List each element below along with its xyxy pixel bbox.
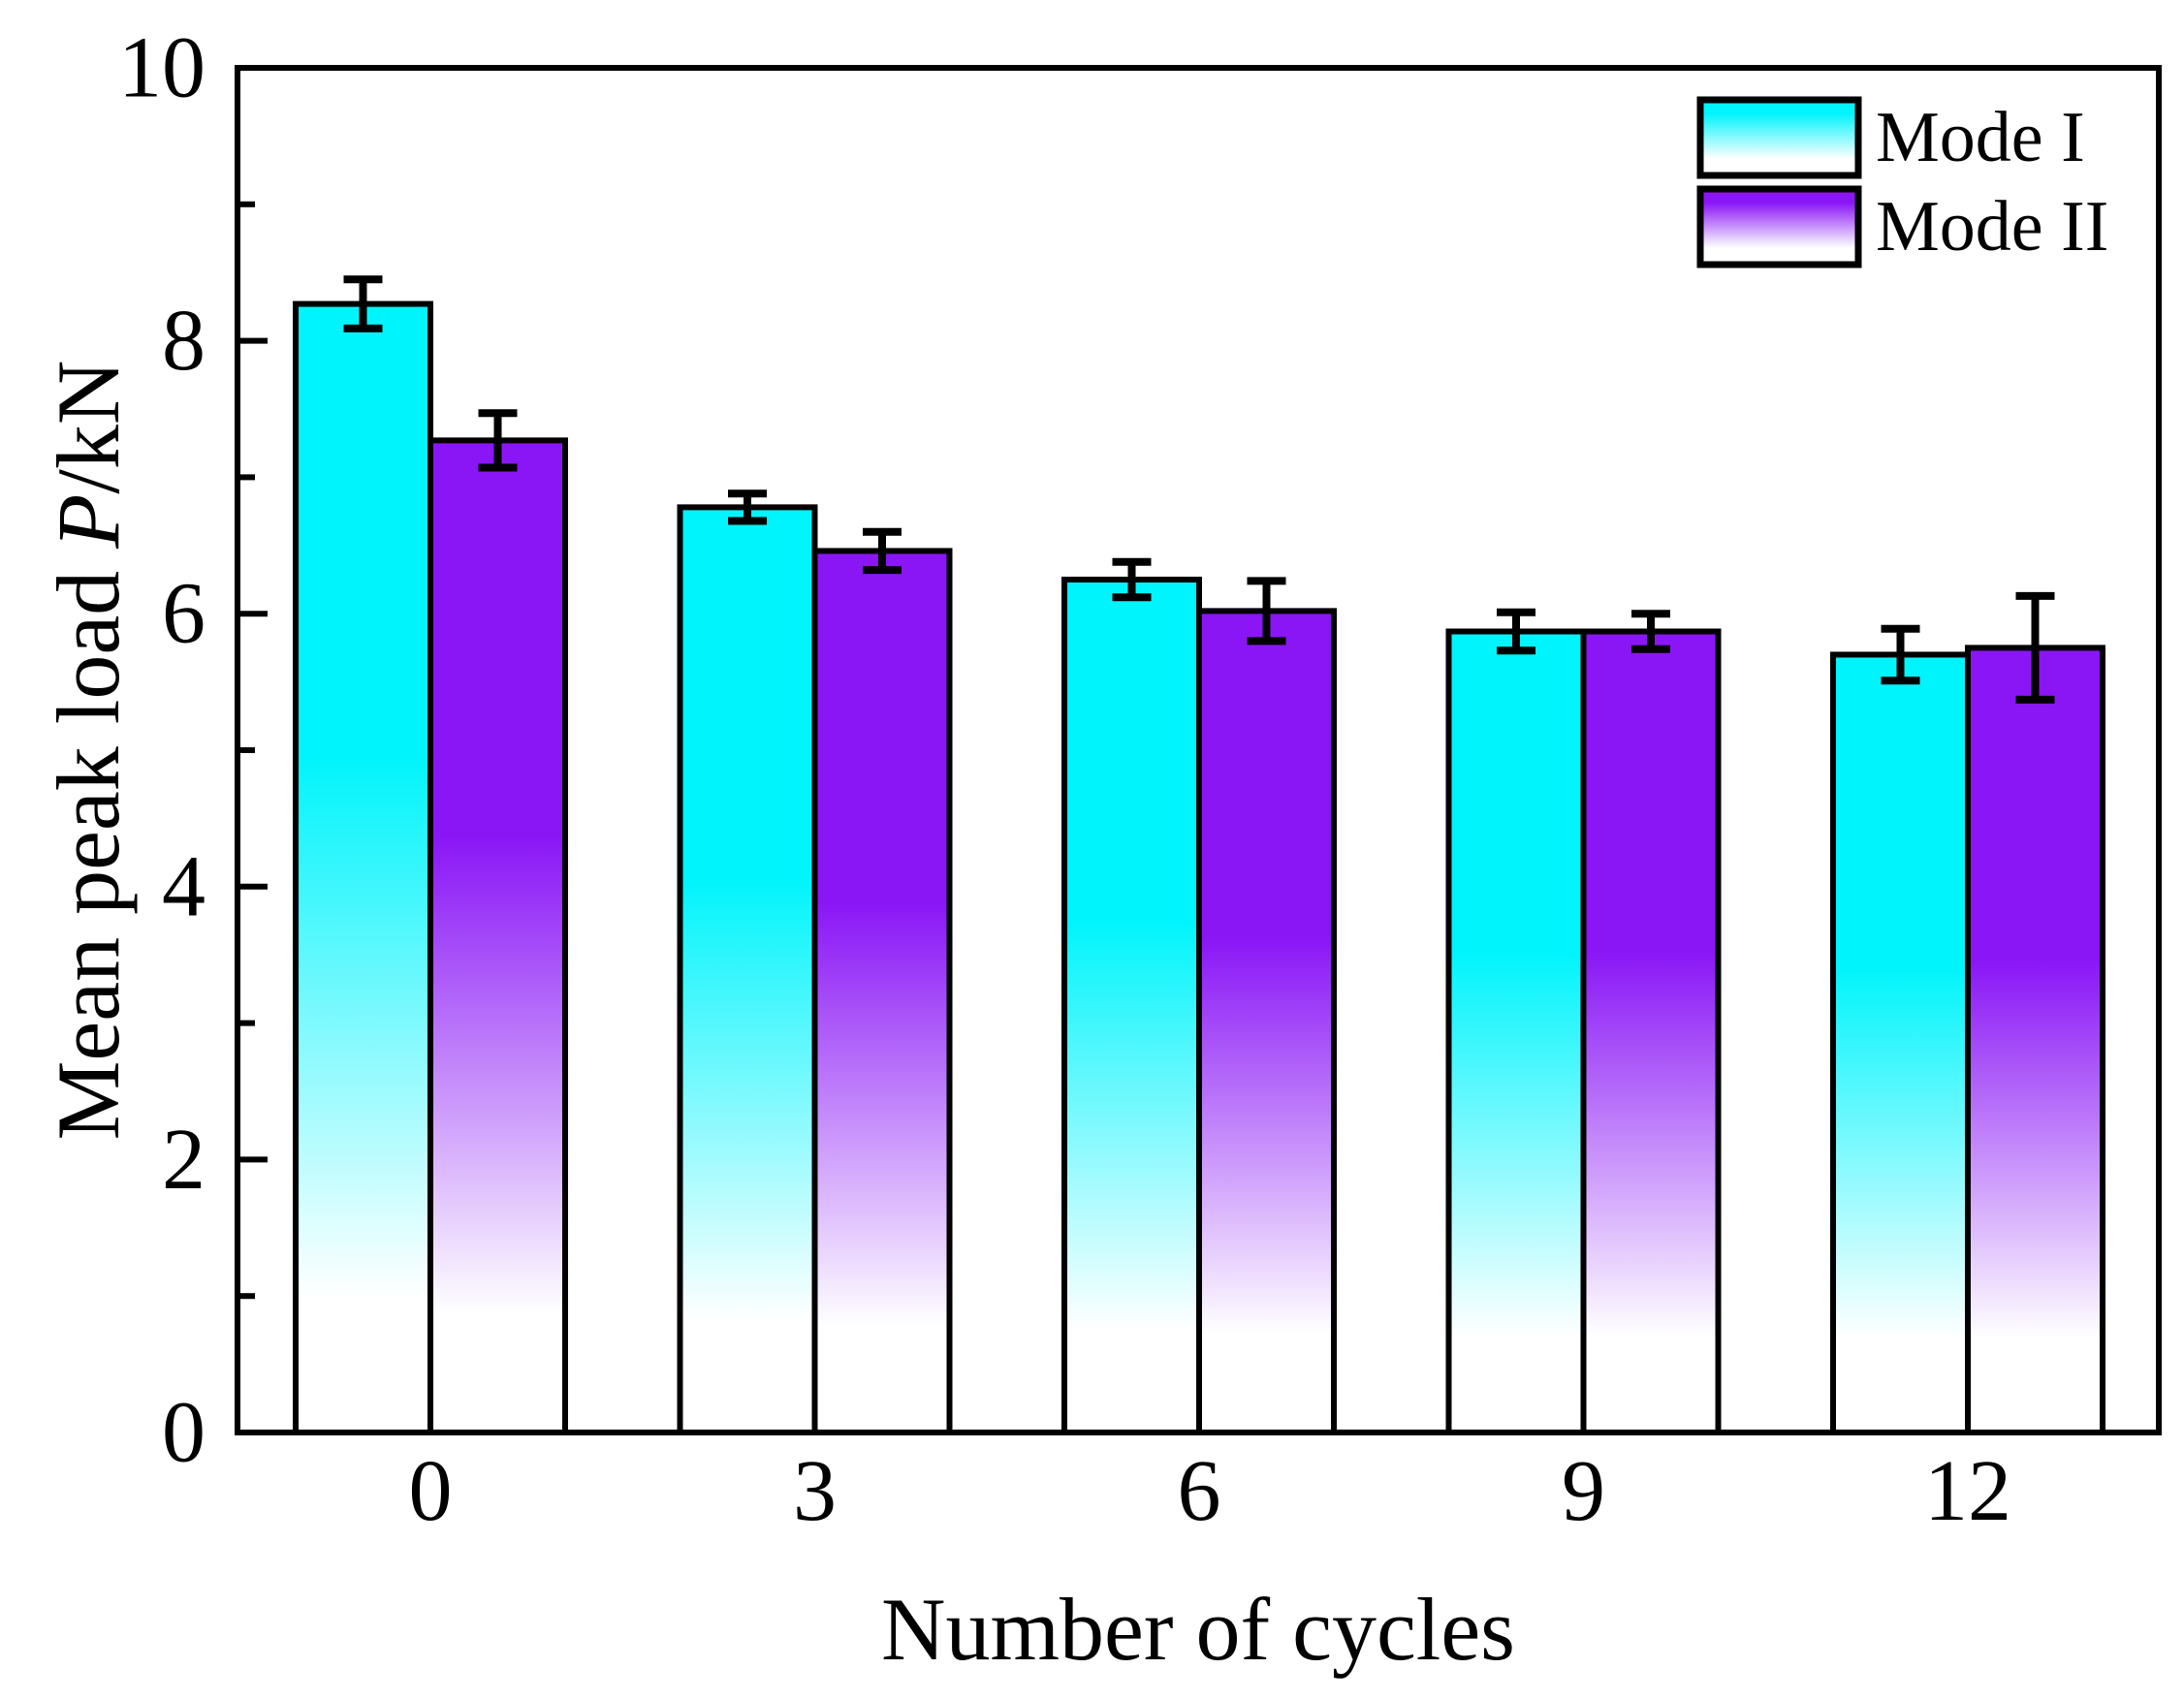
x-axis-title: Number of cycles — [881, 1580, 1515, 1679]
bar-mode-ii-cat-12 — [1965, 645, 2105, 1435]
error-bar-mode-ii-cat-3 — [863, 527, 902, 575]
x-tick-label-12: 12 — [1924, 1443, 2011, 1539]
legend-swatch-mode-ii — [1696, 185, 1862, 268]
error-bar-mode-i-cat-6 — [1112, 557, 1152, 602]
legend-label-mode-ii: Mode II — [1876, 187, 2108, 267]
y-tick-label-10: 10 — [118, 20, 206, 116]
y-axis-title-suffix: /kN — [39, 361, 138, 494]
plot-frame — [235, 65, 2162, 1435]
y-tick-labels: 0 2 4 6 8 10 — [118, 20, 206, 1481]
axis-ticks-layer — [240, 65, 268, 1435]
y-tick-label-2: 2 — [162, 1112, 206, 1208]
y-axis-title-prefix: Mean peak load — [39, 549, 138, 1141]
x-tick-label-0: 0 — [409, 1443, 453, 1539]
y-tick-label-4: 4 — [162, 838, 206, 934]
bar-mode-i-cat-6 — [1061, 577, 1202, 1435]
y-axis-title-symbol: P — [39, 494, 138, 550]
error-bar-mode-ii-cat-6 — [1247, 577, 1286, 645]
legend-label-mode-i: Mode I — [1876, 98, 2085, 177]
error-bar-mode-i-cat-12 — [1881, 624, 1920, 685]
error-bar-mode-ii-cat-12 — [2015, 591, 2055, 704]
y-tick-label-0: 0 — [162, 1385, 206, 1481]
x-tick-label-9: 9 — [1562, 1443, 1605, 1539]
error-bar-mode-i-cat-3 — [728, 489, 767, 525]
legend: Mode I Mode II — [1696, 96, 2108, 268]
error-bars-layer — [343, 275, 2055, 704]
y-tick-label-8: 8 — [162, 293, 206, 389]
bar-mode-ii-cat-9 — [1580, 628, 1722, 1435]
y-axis-title: Mean peak load P/kN — [39, 361, 138, 1141]
error-bar-mode-ii-cat-0 — [478, 409, 518, 472]
legend-swatch-mode-i — [1696, 96, 1862, 179]
bar-mode-ii-cat-6 — [1196, 608, 1337, 1435]
bars-layer — [293, 300, 2105, 1436]
bar-mode-ii-cat-0 — [427, 437, 568, 1436]
error-bar-mode-i-cat-0 — [343, 275, 383, 332]
error-bar-mode-i-cat-9 — [1497, 608, 1535, 655]
bar-mode-i-cat-3 — [677, 504, 818, 1435]
y-tick-label-6: 6 — [162, 566, 206, 662]
bar-mode-i-cat-12 — [1830, 651, 1971, 1435]
bar-mode-ii-cat-3 — [811, 548, 953, 1435]
bar-mode-i-cat-0 — [293, 300, 433, 1436]
error-bar-mode-ii-cat-9 — [1631, 610, 1670, 653]
x-tick-label-3: 3 — [793, 1443, 837, 1539]
bar-mode-i-cat-9 — [1445, 628, 1587, 1435]
x-tick-label-6: 6 — [1178, 1443, 1221, 1539]
x-tick-labels: 0 3 6 9 12 — [409, 1443, 2012, 1539]
